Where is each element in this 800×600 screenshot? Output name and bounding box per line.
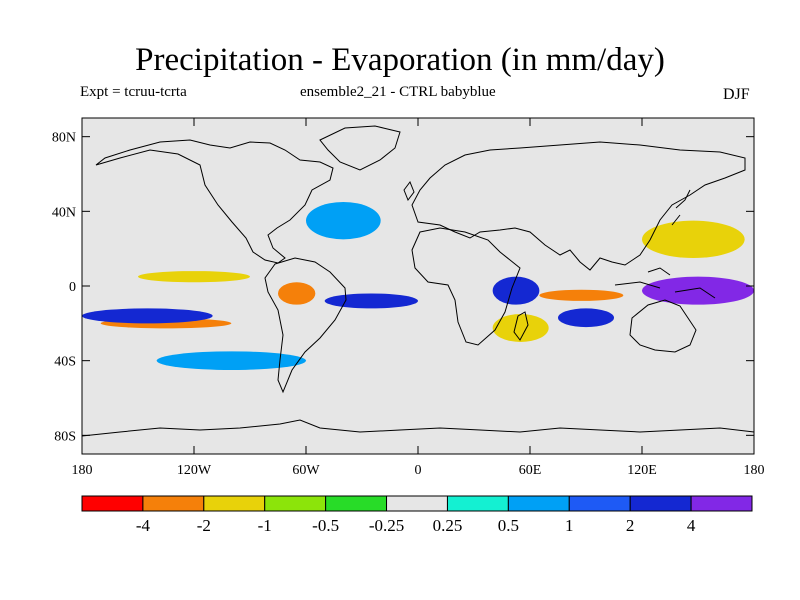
field-region-south-atlantic-wet (324, 293, 419, 309)
colorbar-swatch (264, 495, 327, 512)
colorbar-label: -0.25 (369, 516, 404, 535)
eurasia-coast (411, 141, 746, 271)
map-background (82, 118, 754, 454)
colorbar-label: 0.5 (498, 516, 519, 535)
axis-ticks: 180 120W 60W 0 60E 120E 180 80N 40N 0 40S 80S (52, 118, 765, 478)
field-region-southern-ocean-wet (156, 351, 306, 370)
colorbar-swatch (568, 495, 631, 512)
x-tick-label: 120E (627, 463, 657, 478)
y-tick-label: 80N (52, 131, 76, 146)
field-region-indian-ocean-wet (558, 308, 614, 328)
y-tick-label: 80S (54, 429, 76, 444)
colorbar-swatch (325, 495, 388, 512)
field-region-east-pacific-dry (138, 271, 250, 283)
colorbar-swatch (446, 495, 509, 512)
field-region-north-atlantic-wet (306, 202, 381, 240)
x-tick-label: 60E (519, 463, 542, 478)
ensemble-subtitle: ensemble2_21 - CTRL babyblue (300, 84, 496, 100)
experiment-label: Expt = tcruu-tcrta (80, 84, 187, 100)
colorbar-swatch (507, 495, 570, 512)
japan-coast (671, 189, 691, 226)
field-region-south-pacific-wet-band (82, 308, 213, 324)
madagascar-coast (513, 311, 529, 341)
colorbar-label: 0.25 (433, 516, 463, 535)
pme-field (82, 202, 754, 370)
x-tick-label: 180 (744, 463, 765, 478)
y-tick-label: 40N (52, 205, 76, 220)
field-region-madagascar-dry (492, 314, 549, 342)
colorbar-swatch (81, 495, 144, 512)
colorbar: -4 -2 -1 -0.5 -0.25 0.25 0.5 1 2 4 (81, 495, 753, 535)
colorbar-swatch (629, 495, 692, 512)
greenland-coast (319, 125, 401, 171)
africa-coast (411, 227, 521, 346)
field-region-west-pacific-wet (642, 276, 754, 305)
colorbar-label: 1 (565, 516, 574, 535)
field-region-north-pacific-dry (642, 220, 745, 258)
season-label: DJF (723, 86, 750, 103)
x-tick-label: 180 (72, 463, 93, 478)
colorbar-label: -4 (136, 516, 151, 535)
colorbar-swatch (386, 495, 448, 512)
y-tick-label: 0 (69, 280, 76, 295)
antarctica-coast (82, 419, 754, 437)
coastlines (82, 125, 754, 437)
plot-title: Precipitation - Evaporation (in mm/day) (135, 42, 665, 78)
field-region-east-africa-wet (492, 276, 540, 305)
colorbar-swatch (142, 495, 205, 512)
x-tick-label: 120W (177, 463, 212, 478)
indonesia-coast (614, 267, 716, 299)
y-tick-label: 40S (54, 355, 76, 370)
colorbar-label: 2 (626, 516, 635, 535)
x-tick-label: 0 (415, 463, 422, 478)
colorbar-label: -2 (197, 516, 211, 535)
colorbar-swatch (203, 495, 266, 512)
colorbar-label: -0.5 (312, 516, 339, 535)
australia-coast (629, 299, 697, 353)
x-tick-label: 60W (292, 463, 320, 478)
colorbar-label: -1 (258, 516, 272, 535)
colorbar-swatch (690, 495, 753, 512)
british-isles-coast (403, 180, 415, 202)
field-region-indian-ocean-dry (539, 289, 624, 301)
north-america-coast (95, 139, 334, 264)
south-america-coast (264, 257, 347, 394)
field-region-amazon-dry (278, 282, 316, 305)
colorbar-label: 4 (687, 516, 696, 535)
